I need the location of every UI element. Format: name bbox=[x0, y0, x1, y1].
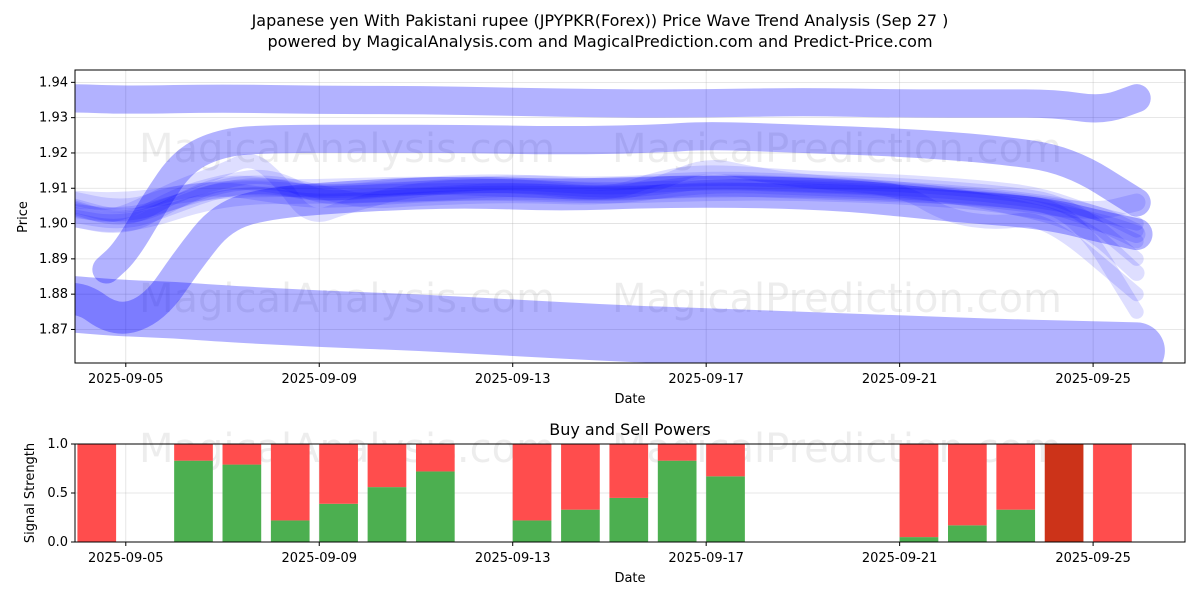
power-chart: Buy and Sell Powers MagicalAnalysis.com … bbox=[23, 420, 1186, 586]
power-bars bbox=[77, 444, 1132, 542]
power-x-tick-label: 2025-09-05 bbox=[88, 551, 164, 566]
power-chart-title: Buy and Sell Powers bbox=[549, 420, 711, 439]
wave-band-wave-3 bbox=[75, 182, 1144, 249]
price-bands bbox=[75, 84, 1165, 363]
buy-power-bar bbox=[319, 503, 358, 542]
watermark-prediction-middle: MagicalPrediction.com bbox=[612, 276, 1062, 322]
buy-power-bar bbox=[270, 520, 310, 542]
power-x-tick-label: 2025-09-21 bbox=[862, 551, 938, 566]
power-y-tick-label: 0.0 bbox=[47, 535, 68, 550]
price-x-tick-label: 2025-09-21 bbox=[862, 372, 938, 387]
price-x-tick-label: 2025-09-17 bbox=[668, 372, 744, 387]
wave-band-wave-9 bbox=[75, 182, 1146, 244]
price-x-tick-label: 2025-09-25 bbox=[1055, 372, 1131, 387]
buy-power-bar bbox=[657, 460, 697, 542]
power-x-tick-label: 2025-09-13 bbox=[475, 551, 551, 566]
sell-power-bar bbox=[415, 444, 455, 472]
wave-band-wave-2 bbox=[75, 175, 1144, 238]
sell-power-bar bbox=[367, 444, 407, 488]
buy-power-bar bbox=[996, 509, 1036, 542]
price-y-ticks: 1.87 1.88 1.89 1.90 1.91 1.92 1.93 1.94 bbox=[39, 75, 75, 337]
sell-power-bar bbox=[899, 444, 939, 538]
price-x-tick-label: 2025-09-09 bbox=[281, 372, 357, 387]
sell-power-bar bbox=[512, 444, 552, 521]
power-x-tick-label: 2025-09-25 bbox=[1055, 551, 1131, 566]
sell-power-bar bbox=[1093, 444, 1132, 542]
power-y-axis-label: Signal Strength bbox=[23, 443, 38, 543]
sell-power-bar bbox=[948, 444, 987, 526]
buy-power-bar bbox=[561, 509, 600, 542]
power-y-ticks: 0.0 0.5 1.0 bbox=[47, 437, 75, 550]
buy-power-bar bbox=[174, 460, 213, 542]
price-y-axis-label: Price bbox=[16, 201, 31, 233]
price-y-tick-label: 1.94 bbox=[39, 75, 68, 90]
wave-band-wave-5 bbox=[75, 153, 1144, 302]
sell-power-bar bbox=[609, 444, 649, 498]
chart-title-line1: Japanese yen With Pakistani rupee (JPYPK… bbox=[251, 11, 949, 30]
watermark-analysis-middle: MagicalAnalysis.com bbox=[139, 276, 555, 322]
price-chart: MagicalAnalysis.com MagicalPrediction.co… bbox=[16, 69, 1186, 407]
wave-band-wave-1 bbox=[75, 165, 1144, 231]
price-y-tick-label: 1.90 bbox=[39, 217, 68, 232]
watermark-prediction-top: MagicalPrediction.com bbox=[612, 126, 1062, 172]
buy-power-bar bbox=[367, 487, 407, 542]
wave-band-wave-4 bbox=[75, 171, 1144, 266]
buy-power-bar bbox=[222, 464, 262, 542]
wave-band-wave-6 bbox=[75, 175, 1144, 319]
price-y-tick-label: 1.87 bbox=[39, 322, 68, 337]
price-x-tick-label: 2025-09-05 bbox=[88, 372, 164, 387]
price-y-tick-label: 1.88 bbox=[39, 287, 68, 302]
price-grid bbox=[75, 70, 1185, 363]
sell-power-bar bbox=[319, 444, 358, 504]
price-y-tick-label: 1.91 bbox=[39, 181, 68, 196]
price-plot-frame bbox=[74, 69, 1186, 364]
power-x-ticks: 2025-09-05 2025-09-09 2025-09-13 2025-09-17… bbox=[88, 542, 1131, 566]
price-x-axis-label: Date bbox=[614, 392, 645, 407]
power-x-tick-label: 2025-09-17 bbox=[668, 551, 744, 566]
buy-power-bar bbox=[609, 497, 649, 542]
chart-title-line2: powered by MagicalAnalysis.com and Magic… bbox=[267, 32, 932, 51]
price-y-tick-label: 1.92 bbox=[39, 146, 68, 161]
sell-power-bar bbox=[270, 444, 310, 521]
buy-power-bar bbox=[512, 520, 552, 542]
wave-band-lower-channel bbox=[75, 276, 1165, 363]
sell-power-bar bbox=[222, 444, 262, 465]
wave-band-upper-wave-channel bbox=[92, 122, 1151, 284]
sell-power-bar bbox=[561, 444, 600, 510]
buy-power-bar bbox=[706, 476, 745, 542]
sell-power-bar bbox=[706, 444, 745, 477]
buy-power-bar bbox=[948, 525, 987, 542]
power-y-tick-label: 0.5 bbox=[47, 486, 68, 501]
price-watermarks: MagicalAnalysis.com MagicalPrediction.co… bbox=[139, 126, 1062, 322]
power-x-tick-label: 2025-09-09 bbox=[281, 551, 357, 566]
sell-power-bar bbox=[77, 444, 117, 542]
wave-band-wave-8 bbox=[75, 176, 1146, 219]
price-x-tick-label: 2025-09-13 bbox=[475, 372, 551, 387]
wave-band-upper-channel bbox=[75, 84, 1151, 123]
price-y-tick-label: 1.93 bbox=[39, 111, 68, 126]
sell-power-bar bbox=[1044, 444, 1084, 542]
wave-band-lower-wave-channel bbox=[75, 175, 1153, 334]
watermark-analysis-top: MagicalAnalysis.com bbox=[139, 126, 555, 172]
power-x-axis-label: Date bbox=[614, 571, 645, 586]
price-x-ticks: 2025-09-05 2025-09-09 2025-09-13 2025-09-17… bbox=[88, 363, 1131, 387]
sell-power-bar bbox=[657, 444, 697, 461]
price-y-tick-label: 1.89 bbox=[39, 252, 68, 267]
sell-power-bar bbox=[996, 444, 1036, 510]
buy-power-bar bbox=[415, 471, 455, 542]
wave-band-wave-7 bbox=[75, 174, 1145, 281]
power-y-tick-label: 1.0 bbox=[47, 437, 68, 452]
sell-power-bar bbox=[174, 444, 213, 461]
buy-power-bar bbox=[899, 537, 939, 542]
